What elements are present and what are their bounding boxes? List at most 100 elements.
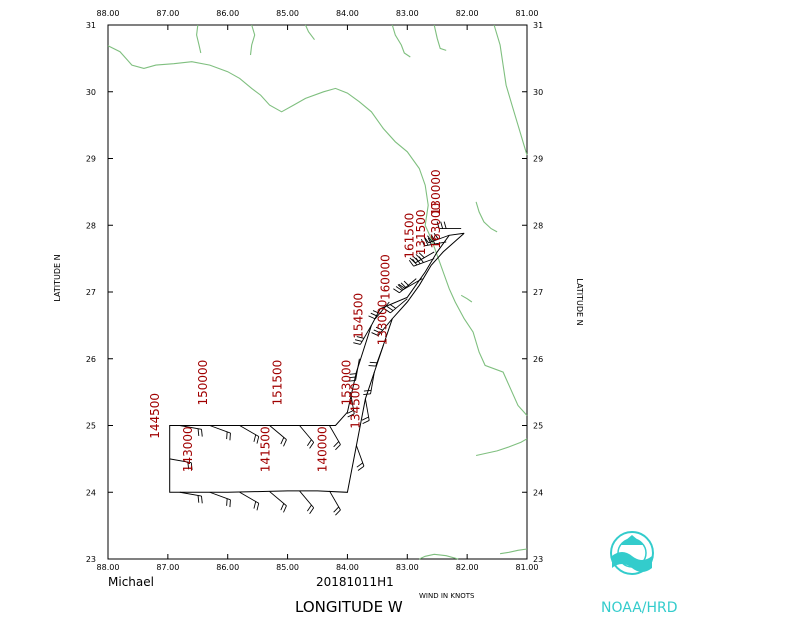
wind-barb: [353, 325, 372, 345]
x-tick-label-bottom: 88.00: [97, 563, 120, 572]
coastline-segment: [304, 24, 315, 41]
y-axis-title-left: LATITUDE N: [53, 254, 62, 301]
y-tick-label-right: 27: [533, 288, 543, 297]
time-label: 134500: [348, 383, 362, 429]
coastline-segment: [475, 438, 528, 457]
y-tick-label-left: 26: [86, 355, 96, 364]
y-tick-label-left: 27: [86, 288, 96, 297]
x-tick-label-top: 82.00: [456, 9, 479, 18]
time-label: 163000: [429, 203, 443, 249]
y-tick-label-right: 26: [533, 355, 543, 364]
x-tick-label-bottom: 85.00: [276, 563, 299, 572]
x-tick-label-top: 84.00: [336, 9, 359, 18]
wind-barb-layer: [169, 221, 462, 516]
wind-barb: [436, 221, 462, 230]
y-tick-label-right: 24: [533, 488, 543, 497]
x-tick-label-bottom: 86.00: [216, 563, 239, 572]
wind-barb: [299, 425, 315, 449]
x-tick-label-top: 83.00: [396, 9, 419, 18]
coastline-segment: [433, 24, 447, 51]
wind-barb: [363, 372, 375, 395]
time-label: 130000: [429, 169, 443, 215]
y-axis-title-right: LATITUDE N: [575, 278, 584, 325]
wind-barb: [368, 345, 384, 367]
wind-barb: [346, 392, 355, 418]
storm-name: Michael: [108, 575, 154, 589]
time-label: 161500: [402, 213, 416, 259]
y-tick-label-left: 24: [86, 488, 96, 497]
x-tick-label-bottom: 83.00: [396, 563, 419, 572]
wind-barb: [409, 251, 435, 264]
coastline-segment: [107, 45, 528, 416]
wind-barb: [329, 425, 341, 451]
y-tick-label-left: 31: [86, 21, 96, 30]
y-tick-label-left: 23: [86, 555, 96, 564]
time-label: 143000: [181, 426, 195, 472]
wind-barb: [269, 491, 287, 513]
wind-barb: [209, 425, 231, 441]
wind-barb: [368, 301, 390, 320]
coastline-segment: [475, 201, 498, 233]
time-label: 154500: [351, 293, 365, 339]
flight-id: 20181011H1: [316, 575, 394, 589]
y-tick-label-right: 25: [533, 422, 543, 431]
y-tick-label-right: 28: [533, 221, 543, 230]
y-tick-label-right: 31: [533, 21, 543, 30]
y-tick-label-left: 28: [86, 221, 96, 230]
time-label: 144500: [148, 393, 162, 439]
wind-barb: [179, 491, 203, 504]
x-tick-label-top: 85.00: [276, 9, 299, 18]
coastline-layer: [107, 24, 528, 560]
y-tick-label-left: 25: [86, 422, 96, 431]
coastline-segment: [249, 24, 256, 56]
y-tick-label-right: 23: [533, 555, 543, 564]
coastline-segment: [493, 24, 528, 156]
x-tick-label-bottom: 84.00: [336, 563, 359, 572]
wind-barb: [269, 425, 287, 447]
y-tick-label-right: 29: [533, 155, 543, 164]
coastline-segment: [419, 553, 459, 560]
wind-barb: [371, 318, 393, 336]
time-label: 133000: [375, 300, 389, 346]
coastline-segment: [391, 24, 411, 58]
wind-barb: [397, 278, 423, 291]
time-label: 153000: [339, 360, 353, 406]
coastline-segment: [500, 548, 528, 555]
wind-barb: [329, 490, 341, 516]
noaa-logo-icon: [610, 531, 654, 575]
wind-barb: [299, 490, 315, 515]
coastline-segment: [196, 24, 202, 54]
coastline-segment: [460, 294, 473, 303]
y-tick-label-right: 30: [533, 88, 543, 97]
wind-barb: [239, 425, 260, 444]
wind-barb: [355, 445, 365, 471]
x-tick-label-top: 81.00: [516, 9, 539, 18]
wind-barb: [239, 491, 260, 511]
wind-barb: [179, 425, 203, 437]
x-axis-title: LONGITUDE W: [295, 598, 403, 616]
y-tick-label-left: 30: [86, 88, 96, 97]
x-tick-label-top: 87.00: [156, 9, 179, 18]
flight-track-layer: [169, 232, 465, 493]
x-tick-label-bottom: 87.00: [156, 563, 179, 572]
y-tick-label-left: 29: [86, 155, 96, 164]
noaa-hrd-label: NOAA/HRD: [601, 600, 678, 616]
x-tick-label-bottom: 82.00: [456, 563, 479, 572]
wind-barb: [423, 233, 450, 244]
wind-barb: [209, 491, 231, 508]
time-label: 140000: [316, 426, 330, 472]
time-label: 141500: [259, 426, 273, 472]
wind-barb: [393, 278, 417, 294]
axis-tick-layer: 88.00 88.00 87.00 87.00 86.00 86.00 85.00 85.00…: [86, 9, 543, 572]
time-label: 131500: [414, 209, 428, 255]
wind-barb: [361, 398, 370, 425]
wind-units-label: WIND IN KNOTS: [419, 592, 475, 600]
wind-barb: [384, 298, 408, 314]
time-label: 160000: [378, 254, 392, 300]
x-tick-label-top: 86.00: [216, 9, 239, 18]
time-label: 150000: [196, 360, 210, 406]
x-tick-label-top: 88.00: [97, 9, 120, 18]
wind-barb: [348, 358, 360, 382]
